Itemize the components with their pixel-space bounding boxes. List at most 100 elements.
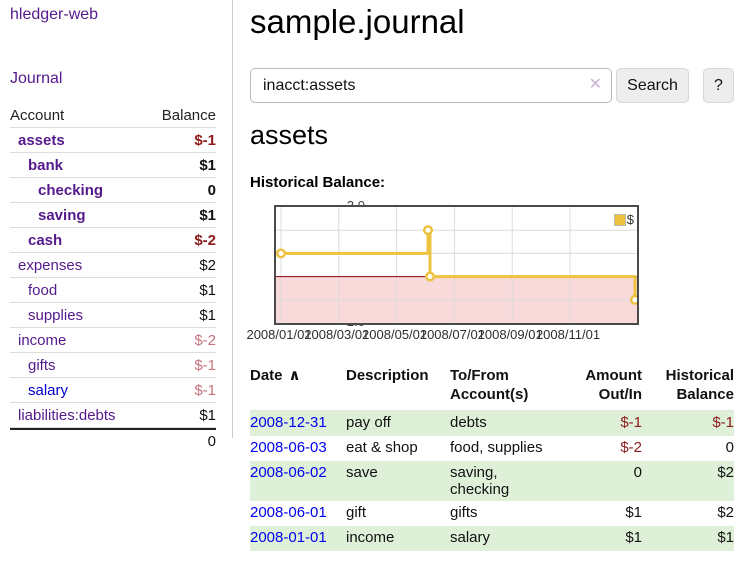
transaction-accounts: food, supplies [450, 439, 543, 456]
search-box: ✕ [250, 68, 612, 103]
x-axis-tick: 2008/07/01 [419, 327, 485, 342]
transaction-balance: 0 [725, 439, 734, 456]
data-point-markers [276, 225, 637, 305]
transaction-amount: 0 [633, 464, 642, 481]
register-body: 2008-12-31 pay off debts $-1 $-1 2008-06… [250, 411, 734, 551]
transaction-balance: $1 [717, 529, 734, 546]
balance-chart-plot[interactable]: $ [274, 205, 639, 325]
transaction-date-link[interactable]: 2008-12-31 [250, 414, 327, 431]
account-link-saving[interactable]: saving [38, 206, 86, 224]
legend-series-label: $ [626, 212, 634, 227]
main-content: sample.journal ✕ Search ? assets Histori… [246, 0, 734, 582]
transaction-accounts: saving, checking [450, 464, 510, 498]
account-balance: $-1 [194, 131, 216, 149]
transaction-date-link[interactable]: 2008-06-02 [250, 464, 327, 481]
transaction-description: gift [346, 504, 367, 521]
account-link-income[interactable]: income [18, 331, 67, 349]
account-row-saving: saving $1 [10, 203, 216, 228]
account-link-expenses[interactable]: expenses [18, 256, 83, 274]
account-row-gifts: gifts $-1 [10, 353, 216, 378]
brand-link[interactable]: hledger-web [10, 6, 99, 23]
account-row-salary: salary $-1 [10, 378, 216, 403]
x-axis-tick: 2008/01/01 [246, 327, 312, 342]
account-link-salary[interactable]: salary [28, 381, 69, 399]
x-axis-labels: 2008/01/01 2008/03/01 2008/05/01 2008/07… [246, 327, 714, 343]
account-row-liabilities-debts: liabilities:debts $1 [10, 403, 216, 428]
account-balance: $1 [199, 306, 216, 324]
account-balance: $1 [199, 156, 216, 174]
search-input[interactable] [250, 68, 612, 103]
transaction-row: 2008-06-03 eat & shop food, supplies $-2… [250, 436, 734, 461]
account-link-food[interactable]: food [28, 281, 58, 299]
column-header-balance: Historical Balance [665, 367, 734, 403]
account-row-assets: assets $-1 [10, 128, 216, 153]
transaction-description: income [346, 529, 395, 546]
transaction-accounts: salary [450, 529, 491, 546]
register-table: Date ∧ Description To/From Account(s) Amo… [250, 361, 734, 551]
transaction-description: pay off [346, 414, 391, 431]
clear-search-icon[interactable]: ✕ [588, 76, 602, 93]
account-row-checking: checking 0 [10, 178, 216, 203]
account-column-header: Account [10, 106, 65, 124]
page-title: sample.journal [250, 3, 465, 40]
column-header-amount: Amount Out/In [585, 367, 642, 403]
transaction-date-link[interactable]: 2008-06-03 [250, 439, 327, 456]
accounts-total-value: 0 [207, 432, 216, 450]
account-balance: $-1 [194, 356, 216, 374]
accounts-total-row: 0 [10, 428, 216, 452]
register-header-row: Date ∧ Description To/From Account(s) Amo… [250, 361, 734, 411]
transaction-accounts: gifts [450, 504, 478, 521]
transaction-row: 2008-06-02 save saving, checking 0 $2 [250, 461, 734, 501]
sidebar-item-journal[interactable]: Journal [10, 70, 63, 87]
sidebar: hledger-web Journal Account Balance asse… [0, 0, 233, 450]
transaction-balance: $2 [717, 464, 734, 481]
transaction-row: 2008-01-01 income salary $1 $1 [250, 526, 734, 551]
help-button[interactable]: ? [703, 68, 734, 103]
transaction-balance: $2 [717, 504, 734, 521]
account-row-expenses: expenses $2 [10, 253, 216, 278]
account-link-assets[interactable]: assets [18, 131, 65, 149]
account-row-cash: cash $-2 [10, 228, 216, 253]
account-balance: $-2 [194, 231, 216, 249]
search-form: ✕ Search ? [250, 68, 734, 104]
account-link-bank[interactable]: bank [28, 156, 64, 174]
legend-color-swatch [613, 213, 626, 226]
account-balance: $1 [199, 206, 216, 224]
column-header-date[interactable]: Date ∧ [250, 363, 346, 388]
transaction-amount: $1 [625, 504, 642, 521]
account-link-gifts[interactable]: gifts [28, 356, 56, 374]
transaction-date-link[interactable]: 2008-06-01 [250, 504, 327, 521]
transaction-description: save [346, 464, 378, 481]
sort-ascending-icon: ∧ [288, 367, 301, 384]
account-balance: $-2 [194, 331, 216, 349]
transaction-description: eat & shop [346, 439, 418, 456]
transaction-amount: $-1 [620, 414, 642, 431]
date-header-label: Date [250, 367, 283, 384]
search-button[interactable]: Search [616, 68, 689, 103]
account-balance: $1 [199, 281, 216, 299]
chart-canvas [276, 207, 637, 323]
account-link-liabilities-debts[interactable]: liabilities:debts [18, 406, 116, 424]
account-row-bank: bank $1 [10, 153, 216, 178]
account-balance: 0 [207, 181, 216, 199]
x-axis-tick: 2008/03/01 [304, 327, 370, 342]
transaction-date-link[interactable]: 2008-01-01 [250, 529, 327, 546]
chart-title: Historical Balance: [250, 174, 386, 191]
transaction-amount: $1 [625, 529, 642, 546]
account-heading: assets [250, 120, 329, 150]
chart-legend: $ [613, 212, 634, 227]
account-row-food: food $1 [10, 278, 216, 303]
account-link-checking[interactable]: checking [38, 181, 104, 199]
accounts-table: Account Balance assets $-1 bank $1 check… [10, 103, 216, 452]
account-row-income: income $-2 [10, 328, 216, 353]
x-axis-tick: 2008/11/01 [535, 327, 601, 342]
account-link-supplies[interactable]: supplies [28, 306, 84, 324]
account-balance: $-1 [194, 381, 216, 399]
column-header-description: Description [346, 367, 429, 384]
accounts-table-header: Account Balance [10, 103, 216, 128]
account-link-cash[interactable]: cash [28, 231, 63, 249]
transaction-accounts: debts [450, 414, 487, 431]
column-header-accounts: To/From Account(s) [450, 367, 529, 403]
balance-column-header: Balance [161, 106, 216, 124]
x-axis-tick: 2008/09/01 [477, 327, 543, 342]
